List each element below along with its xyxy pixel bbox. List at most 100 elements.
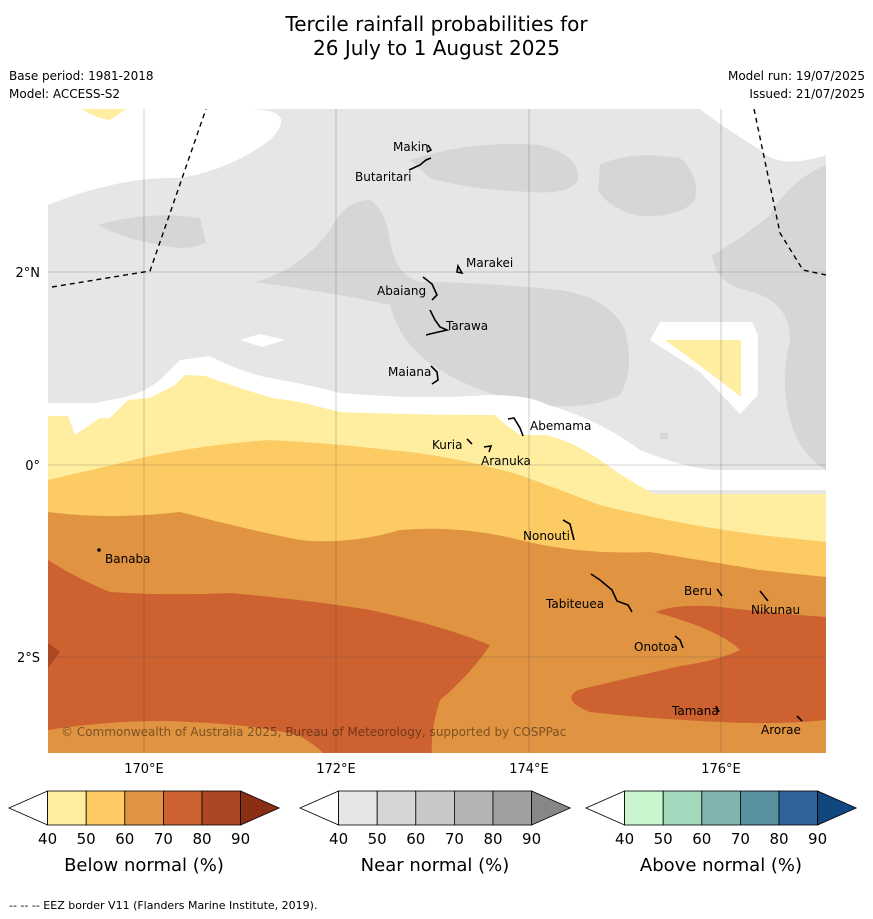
title-line-1: Tercile rainfall probabilities for [285,12,588,36]
colorbar-bin [415,790,455,826]
white-spot [240,334,285,347]
place-label: Nikunau [751,603,800,617]
lat-label: 0° [25,459,40,474]
near-normal-50-60-blob-3 [598,155,696,217]
lon-label: 170°E [124,762,164,777]
place-label: Maiana [388,365,431,379]
colorbar-bin [201,790,241,826]
place-labels: Makin Butaritari Marakei Abaiang Tarawa … [105,140,801,737]
colorbar-tick-label: 90 [522,830,541,848]
place-label: Arorae [761,723,801,737]
colorbar-tick-label: 90 [231,830,250,848]
colorbar-bin [624,790,664,826]
colorbar-bin [453,790,494,826]
colorbar-bin [740,790,780,826]
lat-label: 2°S [17,651,40,666]
colorbar-tick-label: 90 [808,830,827,848]
lon-label: 176°E [701,762,741,777]
colorbar-title-above: Above normal (%) [640,855,802,876]
near-normal-50-60-blob-1 [98,215,206,248]
below-normal-80-90-sliver [48,643,60,668]
colorbar-bin [338,790,378,826]
colorbar-tick-label: 60 [406,830,425,848]
place-label: Onotoa [634,640,678,654]
place-label: Nonouti [523,529,570,543]
colorbar-tick-label: 60 [115,830,134,848]
colorbar-tick-label: 40 [329,830,348,848]
place-label: Tarawa [445,319,488,333]
colorbar-below-normal: 40 50 60 70 80 90 [8,790,281,848]
colorbar-bin [778,790,818,826]
near-normal-50-60-blob-2 [410,144,579,193]
colorbar-bin [47,790,87,826]
colorbar-extend-high [240,790,281,826]
colorbar-bin [85,790,126,826]
colorbar-tick-label: 40 [615,830,634,848]
near-normal-speck [660,433,668,439]
place-label: Kuria [432,438,463,452]
place-label: Aranuka [481,454,531,468]
below-normal-60-70-sw [48,721,324,753]
issued-date: Issued: 21/07/2025 [749,87,865,101]
place-label: Tabiteuea [545,597,604,611]
colorbar-tick-label: 80 [483,830,502,848]
colorbar-tick-label: 50 [77,830,96,848]
near-normal-50-60-blob-4 [255,200,629,407]
below-normal-70-80-region-west [48,560,490,753]
colorbar-tick-label: 70 [731,830,750,848]
colorbar-extend-low [8,790,48,826]
eez-border [51,109,826,288]
colorbar-tick-label: 80 [769,830,788,848]
place-label: Banaba [105,552,151,566]
model-run: Model run: 19/07/2025 [727,69,865,83]
colorbar-bin [492,790,532,826]
colorbar-bin [701,790,741,826]
meta-left: Base period: 1981-2018 Model: ACCESS-S2 [9,67,154,103]
title-line-2: 26 July to 1 August 2025 [313,36,560,60]
place-label: Marakei [466,256,513,270]
white-region-nw [48,109,282,205]
place-label: Abaiang [377,284,426,298]
graticule [48,109,826,753]
colorbar-titles: Below normal (%) Near normal (%) Above n… [64,855,802,876]
place-label: Makin [393,140,429,154]
colorbar-extend-high [817,790,858,826]
place-label: Beru [684,584,712,598]
near-normal-50-60-blob-5 [712,165,826,470]
lon-label: 172°E [316,762,356,777]
axis-labels: 170°E 172°E 174°E 176°E 2°N 0° 2°S [16,266,741,777]
colorbar-tick-label: 50 [368,830,387,848]
colorbar-extend-low [585,790,625,826]
chart-title: Tercile rainfall probabilities for 26 Ju… [0,12,873,60]
base-period: Base period: 1981-2018 [9,69,154,83]
below-normal-70-80-region-east [571,605,826,724]
below-normal-40-50-ne [665,340,741,397]
copyright-text: © Commonwealth of Australia 2025, Bureau… [61,725,566,739]
colorbar-tick-label: 60 [692,830,711,848]
model-name: Model: ACCESS-S2 [9,87,121,101]
below-normal-40-50-nw [82,109,126,120]
map-area: Makin Butaritari Marakei Abaiang Tarawa … [48,109,826,753]
lon-label: 174°E [509,762,549,777]
colorbar-title-below: Below normal (%) [64,855,224,876]
white-region-ne [700,109,826,162]
colorbar-bin [162,790,203,826]
colorbar-bin [376,790,417,826]
colorbar-bin [124,790,164,826]
colorbar-tick-label: 70 [445,830,464,848]
colorbar-bin [662,790,703,826]
place-label: Tamana [671,704,719,718]
colorbar-near-normal: 40 50 60 70 80 90 [299,790,572,848]
banaba-marker [97,548,101,552]
lat-label: 2°N [16,266,41,281]
island-outlines [408,144,803,722]
colorbar-tick-label: 40 [38,830,57,848]
colorbar-above-normal: 40 50 60 70 80 90 [585,790,858,848]
colorbar-extend-low [299,790,339,826]
colorbar-extend-high [531,790,572,826]
colorbar-tick-label: 80 [192,830,211,848]
place-label: Butaritari [355,170,412,184]
place-label: Abemama [530,419,591,433]
colorbar-title-near: Near normal (%) [361,855,510,876]
